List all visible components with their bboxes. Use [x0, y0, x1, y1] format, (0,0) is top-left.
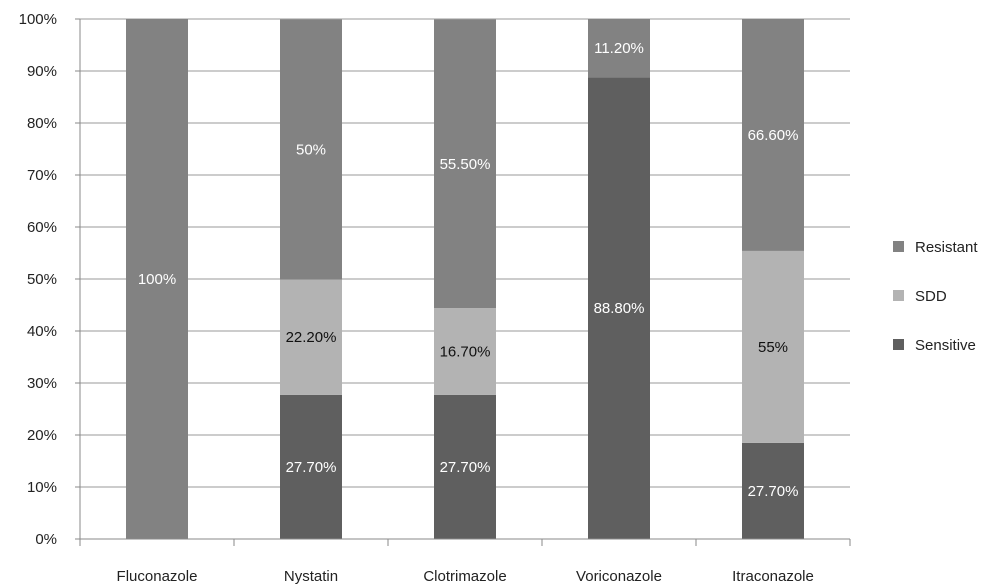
data-label-nystatin-resistant: 50%	[296, 142, 326, 159]
x-tick-label-voriconazole: Voriconazole	[576, 568, 662, 585]
y-tick-label-30: 30%	[27, 375, 57, 392]
data-label-clotrimazole-resistant: 55.50%	[440, 156, 491, 173]
data-label-clotrimazole-sdd: 16.70%	[440, 344, 491, 361]
data-label-nystatin-sdd: 22.20%	[286, 329, 337, 346]
bar-clotrimazole-resistant	[434, 19, 496, 309]
y-tick-label-80: 80%	[27, 115, 57, 132]
data-labels: 100% 27.70% 22.20% 50% 27.70% 16.70% 55.50% 88.…	[138, 40, 799, 500]
y-tick-label-50: 50%	[27, 271, 57, 288]
data-label-clotrimazole-sensitive: 27.70%	[440, 459, 491, 476]
data-label-itraconazole-sdd: 55%	[758, 339, 788, 356]
bar-voriconazole-sensitive	[588, 77, 650, 540]
y-tick-label-20: 20%	[27, 427, 57, 444]
legend-label-sensitive: Sensitive	[915, 337, 976, 354]
bar-nystatin-resistant	[280, 19, 342, 280]
bar-itraconazole-sensitive	[742, 442, 804, 539]
legend: Resistant SDD Sensitive	[893, 239, 978, 354]
y-tick-label-60: 60%	[27, 219, 57, 236]
x-tick-label-nystatin: Nystatin	[284, 568, 338, 585]
x-tick-label-clotrimazole: Clotrimazole	[423, 568, 506, 585]
legend-swatch-sdd	[893, 290, 904, 301]
data-label-voriconazole-resistant: 11.20%	[594, 40, 644, 57]
y-tick-label-0: 0%	[35, 531, 57, 548]
x-tick-label-fluconazole: Fluconazole	[117, 568, 198, 585]
y-tick-label-10: 10%	[27, 479, 57, 496]
data-label-nystatin-sensitive: 27.70%	[286, 459, 337, 476]
axes	[75, 18, 851, 546]
data-label-itraconazole-resistant: 66.60%	[748, 127, 799, 144]
bar-nystatin-sdd	[280, 279, 342, 395]
bar-clotrimazole-sensitive	[434, 394, 496, 539]
legend-swatch-resistant	[893, 241, 904, 252]
y-tick-label-40: 40%	[27, 323, 57, 340]
legend-swatch-sensitive	[893, 339, 904, 350]
data-label-fluconazole-resistant: 100%	[138, 271, 176, 288]
y-tick-label-70: 70%	[27, 167, 57, 184]
bar-clotrimazole-sdd	[434, 308, 496, 395]
bar-voriconazole-resistant	[588, 19, 650, 78]
data-label-voriconazole-sensitive: 88.80%	[594, 300, 645, 317]
bar-fluconazole-resistant	[126, 19, 188, 539]
x-tick-label-itraconazole: Itraconazole	[732, 568, 814, 585]
x-axis-category-labels: Fluconazole Nystatin Clotrimazole Voriconaz…	[117, 568, 814, 585]
y-tick-label-90: 90%	[27, 63, 57, 80]
bar-itraconazole-sdd	[742, 250, 804, 443]
bars	[126, 19, 804, 540]
y-axis-tick-labels: 0% 10% 20% 30% 40% 50% 60% 70% 80% 90% 100%	[19, 11, 57, 548]
y-tick-label-100: 100%	[19, 11, 57, 28]
legend-label-sdd: SDD	[915, 288, 947, 305]
legend-label-resistant: Resistant	[915, 239, 978, 256]
bar-itraconazole-resistant	[742, 19, 804, 251]
bar-nystatin-sensitive	[280, 394, 342, 539]
data-label-itraconazole-sensitive: 27.70%	[748, 483, 799, 500]
